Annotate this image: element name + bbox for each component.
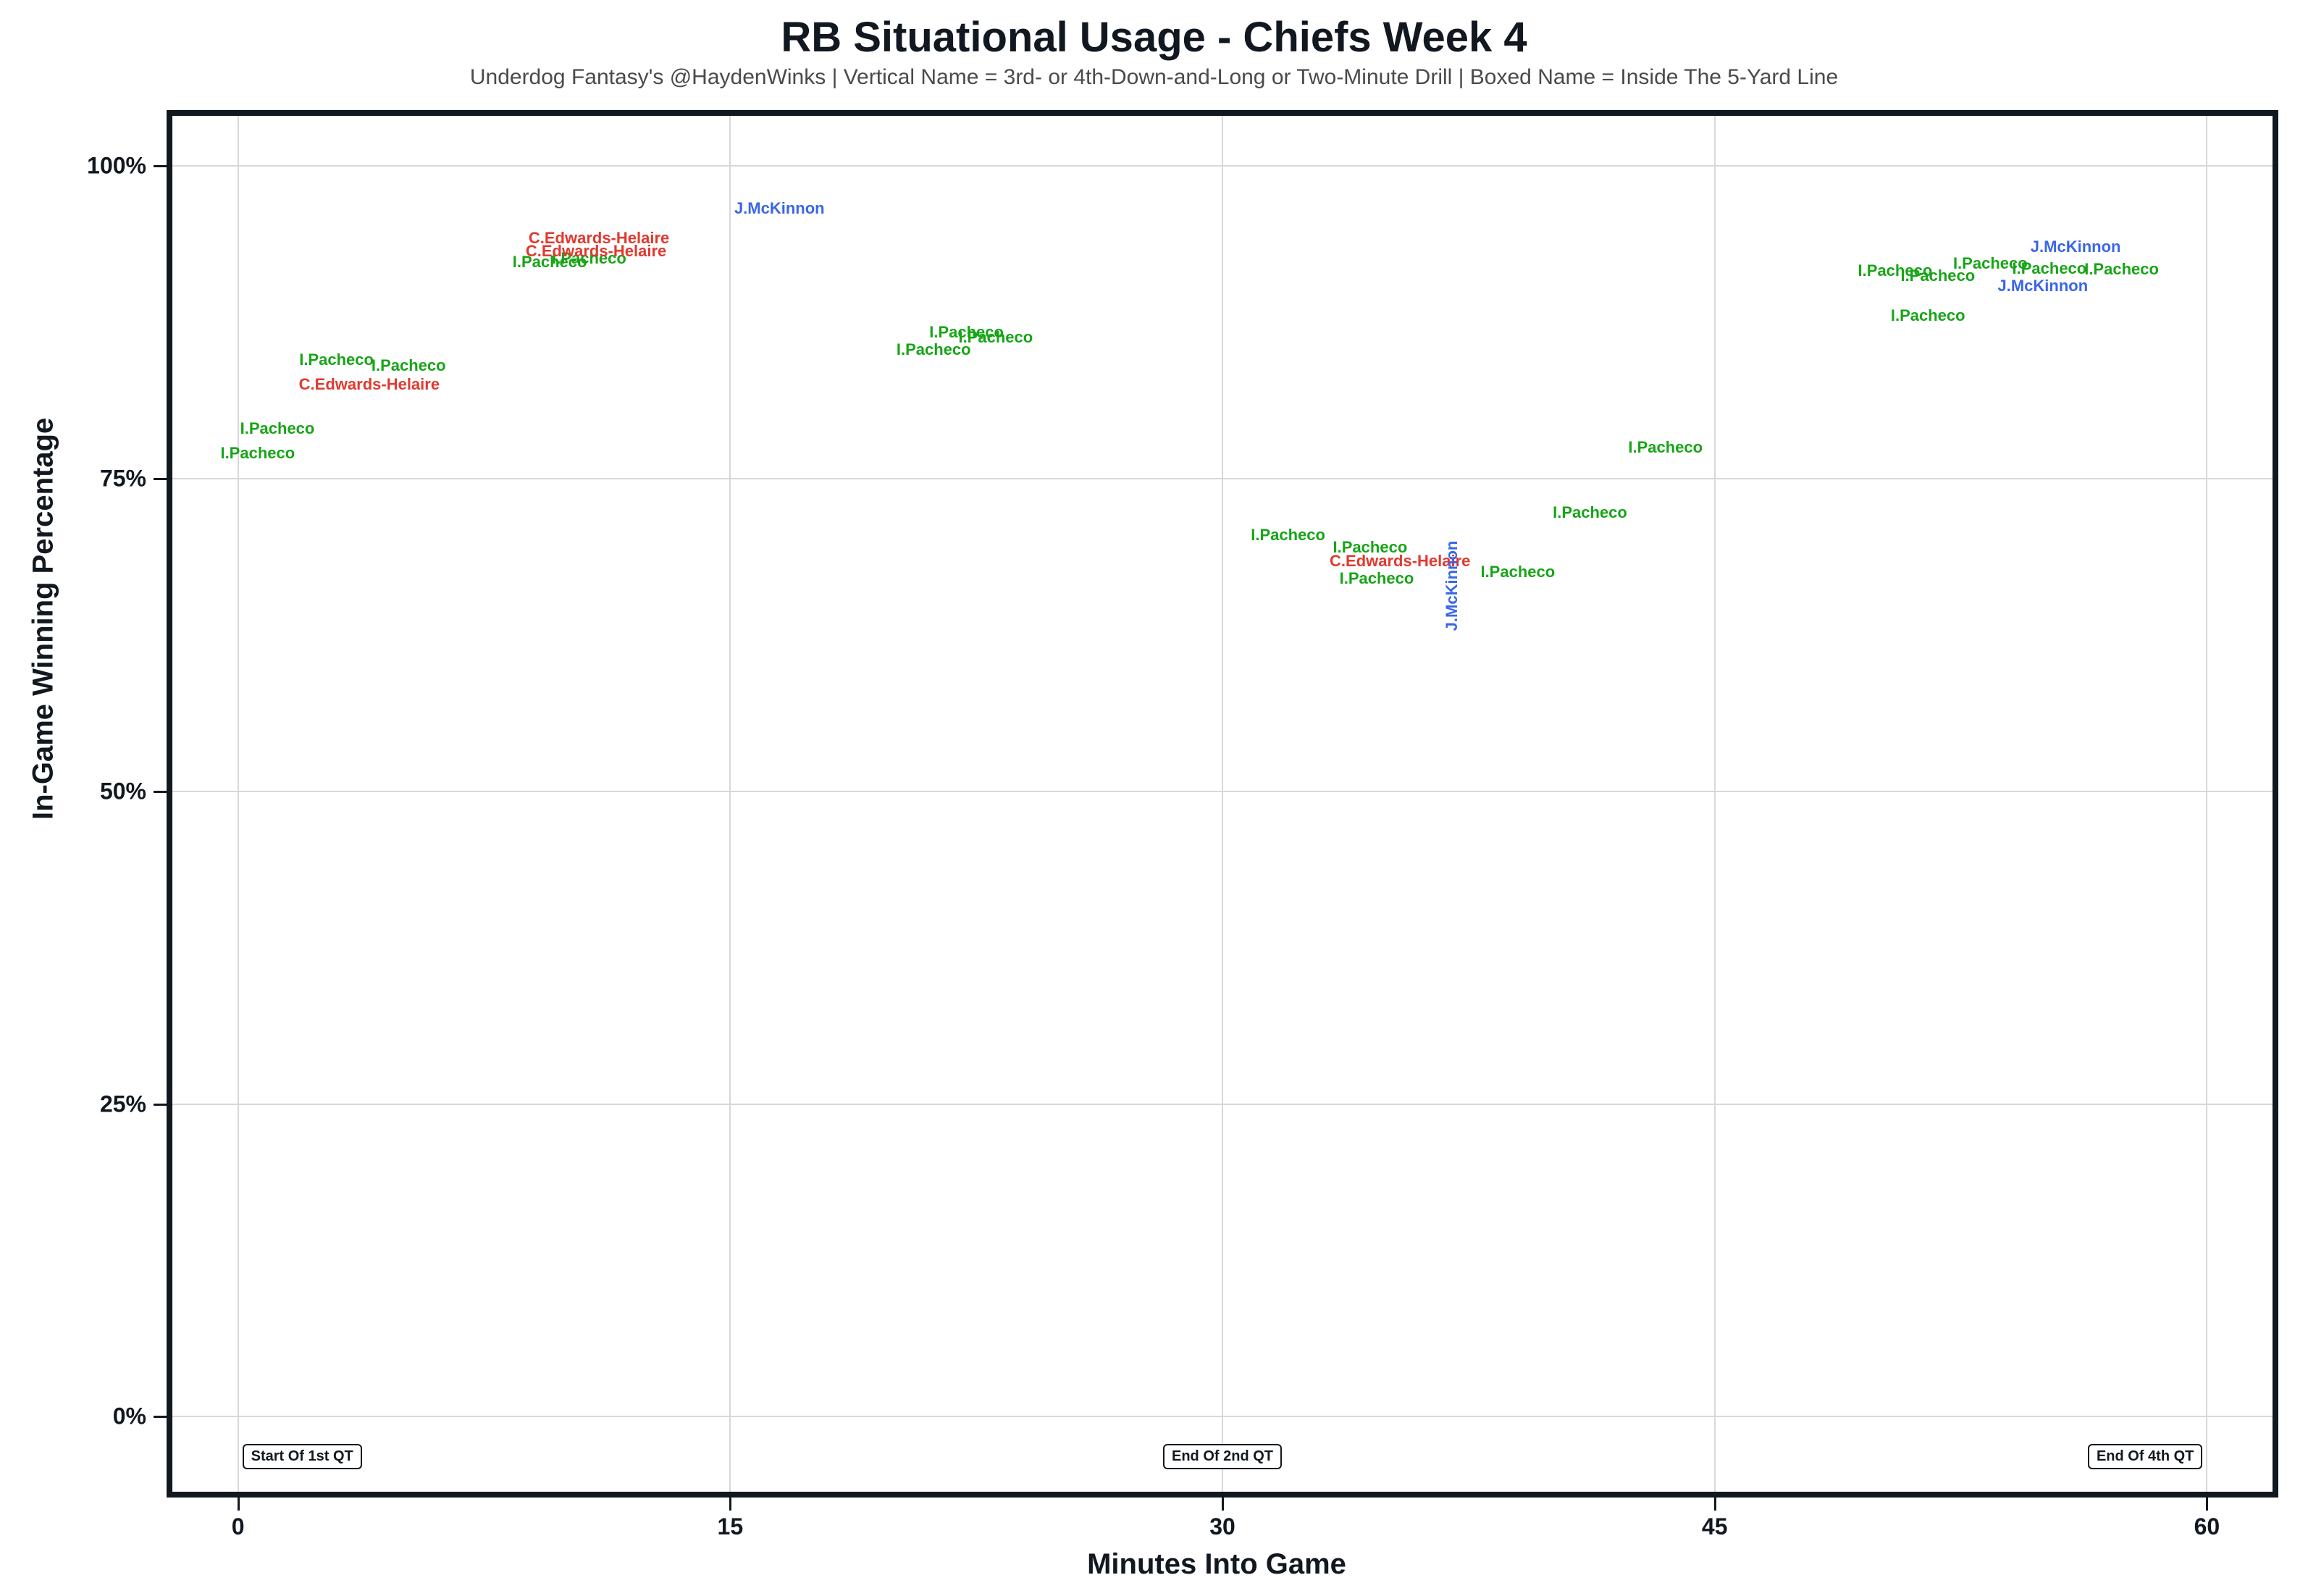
player-point: I.Pacheco [299, 350, 374, 369]
player-point: I.Pacheco [220, 444, 295, 463]
player-point: I.Pacheco [1340, 569, 1414, 588]
chart-subtitle: Underdog Fantasy's @HaydenWinks | Vertic… [0, 65, 2308, 90]
gridline-vertical [1222, 116, 1223, 1492]
y-tick [154, 1416, 167, 1418]
gridline-vertical [1714, 116, 1716, 1492]
x-tick [238, 1498, 240, 1511]
gridline-horizontal [172, 1416, 2273, 1417]
gridline-horizontal [172, 478, 2273, 479]
x-tick [729, 1498, 731, 1511]
player-point: I.Pacheco [958, 328, 1033, 347]
player-point: I.Pacheco [2013, 259, 2087, 278]
quarter-annotation: Start Of 1st QT [243, 1444, 362, 1469]
gridline-vertical [2206, 116, 2207, 1492]
y-tick [154, 1104, 167, 1106]
player-point: C.Edwards-Helaire [526, 242, 666, 261]
player-point: J.McKinnon [734, 199, 825, 218]
y-tick-label: 0% [113, 1403, 146, 1430]
x-tick-label: 30 [1209, 1513, 1235, 1540]
gridline-horizontal [172, 791, 2273, 792]
y-tick [154, 791, 167, 793]
y-tick-label: 25% [100, 1091, 146, 1117]
x-tick [1714, 1498, 1716, 1511]
x-tick [2206, 1498, 2208, 1511]
y-axis-title: In-Game Winning Percentage [28, 776, 60, 820]
player-point: I.Pacheco [1891, 306, 1965, 325]
y-tick-label: 75% [100, 465, 146, 492]
x-tick-label: 60 [2194, 1513, 2220, 1540]
quarter-annotation: End Of 4th QT [2088, 1444, 2202, 1469]
player-point: I.Pacheco [1480, 563, 1555, 581]
gridline-horizontal [172, 1104, 2273, 1105]
player-point: J.McKinnon [2031, 238, 2121, 256]
player-point: C.Edwards-Helaire [299, 375, 440, 394]
x-tick-label: 0 [232, 1513, 245, 1540]
player-point: I.Pacheco [372, 356, 446, 375]
gridline-horizontal [172, 165, 2273, 167]
quarter-annotation: End Of 2nd QT [1163, 1444, 1282, 1469]
plot-area: Start Of 1st QT End Of 2nd QT End Of 4th Q… [167, 110, 2278, 1498]
y-tick-label: 100% [87, 153, 146, 180]
gridline-vertical [238, 116, 239, 1492]
y-tick-label: 50% [100, 778, 146, 805]
player-point: I.Pacheco [240, 419, 315, 438]
player-point: I.Pacheco [1628, 438, 1703, 457]
y-tick [154, 165, 167, 167]
x-tick [1222, 1498, 1224, 1511]
x-tick-label: 15 [718, 1513, 744, 1540]
y-tick [154, 478, 167, 480]
gridline-vertical [729, 116, 731, 1492]
chart-title: RB Situational Usage - Chiefs Week 4 [0, 13, 2308, 62]
x-tick-label: 45 [1702, 1513, 1728, 1540]
player-point: I.Pacheco [1251, 526, 1325, 545]
player-point: J.McKinnon [1997, 277, 2088, 295]
x-axis-title: Minutes Into Game [167, 1548, 2267, 1581]
player-point: J.McKinnon [1443, 541, 1461, 631]
player-point: I.Pacheco [1553, 503, 1627, 522]
player-point: I.Pacheco [2084, 260, 2159, 279]
chart-canvas: RB Situational Usage - Chiefs Week 4 Und… [0, 0, 2308, 1596]
